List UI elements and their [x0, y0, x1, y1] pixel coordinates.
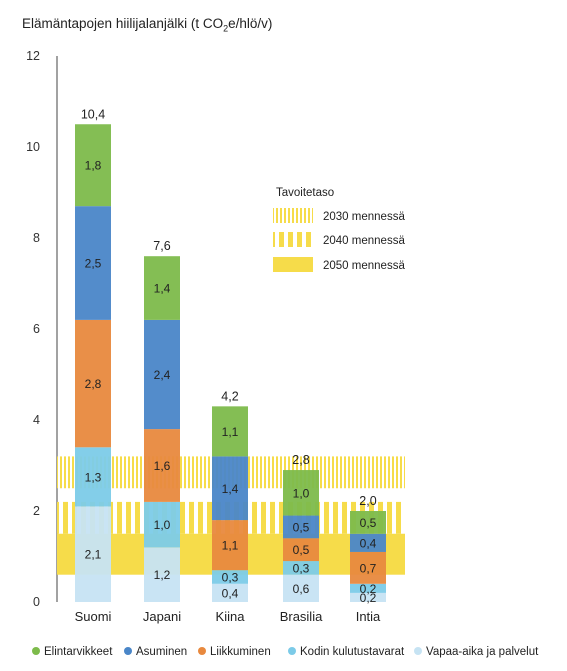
category-label: Intia — [356, 609, 381, 624]
legend-label: Asuminen — [136, 646, 187, 658]
target-legend-label: 2050 mennessä — [323, 260, 405, 272]
bar-segment-asuminen — [144, 319, 180, 430]
bar-segment-asuminen — [212, 456, 248, 521]
total-label: 2,0 — [359, 494, 376, 508]
data-label: 1,3 — [85, 470, 102, 484]
target-legend: Tavoitetaso 2030 mennessä 2040 mennessä 205… — [273, 187, 405, 272]
data-label: 0,7 — [360, 561, 377, 575]
y-tick-label: 8 — [33, 231, 40, 245]
series-legend: Elintarvikkeet Asuminen Liikkuminen Kodin k… — [32, 646, 539, 658]
data-label: 0,3 — [222, 570, 239, 584]
data-label: 1,8 — [85, 159, 102, 173]
bar-segment-liikkuminen — [212, 520, 248, 571]
target-legend-swatch-2050-mennessa — [273, 257, 313, 272]
bar-segment-liikkuminen — [350, 551, 386, 584]
total-label: 7,6 — [153, 239, 170, 253]
y-tick-label: 12 — [26, 49, 40, 63]
chart-title: Elämäntapojen hiilijalanjälki (t CO2e/hl… — [22, 16, 273, 34]
bar-segment-vapaa-aika-ja-palvelut — [283, 574, 319, 602]
data-label: 1,1 — [222, 539, 239, 553]
bar-segment-kodin-kulutustavarat — [212, 570, 248, 584]
total-label: 4,2 — [221, 389, 238, 403]
data-label: 2,4 — [154, 368, 171, 382]
bar-segment-elintarvikkeet — [283, 470, 319, 516]
bar-segment-vapaa-aika-ja-palvelut — [75, 506, 111, 602]
category-label: Kiina — [216, 609, 246, 624]
data-label: 1,2 — [154, 568, 171, 582]
legend-marker-vapaa-aika-ja-palvelut — [414, 647, 422, 655]
data-label: 1,4 — [154, 282, 171, 296]
data-label: 0,4 — [222, 586, 239, 600]
bar-segment-elintarvikkeet — [212, 406, 248, 457]
data-label: 1,4 — [222, 482, 239, 496]
bar-segment-kodin-kulutustavarat — [283, 561, 319, 575]
bar-segment-elintarvikkeet — [350, 511, 386, 534]
bar-segment-kodin-kulutustavarat — [350, 583, 386, 593]
data-label: 1,0 — [293, 486, 310, 500]
data-label: 1,0 — [154, 518, 171, 532]
bars: 2,1 1,3 2,8 2,5 1,8 10,4 Suomi 1,2 1,0 1,6 2,4 1,4 7… — [75, 107, 386, 624]
bar-segment-asuminen — [283, 515, 319, 539]
bar-segment-kodin-kulutustavarat — [144, 501, 180, 548]
category-label: Brasilia — [280, 609, 323, 624]
legend-marker-elintarvikkeet — [32, 647, 40, 655]
data-label: 0,5 — [360, 516, 377, 530]
bar-segment-vapaa-aika-ja-palvelut — [350, 592, 386, 602]
legend-marker-kodin-kulutustavarat — [288, 647, 296, 655]
bar-segment-elintarvikkeet — [144, 256, 180, 320]
bar-segment-vapaa-aika-ja-palvelut — [144, 547, 180, 602]
y-axis: 0 2 4 6 8 10 12 — [26, 49, 58, 609]
bar-segment-vapaa-aika-ja-palvelut — [212, 583, 248, 602]
legend-label: Vapaa-aika ja palvelut — [426, 646, 539, 658]
y-tick-label: 0 — [33, 595, 40, 609]
category-label: Japani — [143, 609, 181, 624]
legend-label: Elintarvikkeet — [44, 646, 113, 658]
bar-segment-liikkuminen — [75, 319, 111, 448]
data-label: 0,2 — [360, 591, 377, 605]
y-tick-label: 10 — [26, 140, 40, 154]
legend-label: Kodin kulutustavarat — [300, 646, 405, 658]
bar-segment-liikkuminen — [144, 429, 180, 502]
bar-segment-liikkuminen — [283, 538, 319, 562]
legend-marker-asuminen — [124, 647, 132, 655]
bar-segment-kodin-kulutustavarat — [75, 447, 111, 507]
bar-segment-elintarvikkeet — [75, 124, 111, 207]
data-label: 1,6 — [154, 459, 171, 473]
data-label: 1,1 — [222, 425, 239, 439]
category-label: Suomi — [75, 609, 112, 624]
data-label: 2,1 — [85, 548, 102, 562]
data-label: 0,2 — [360, 582, 377, 596]
target-legend-swatch-2040-mennessa — [273, 232, 313, 247]
total-label: 2,8 — [292, 453, 309, 467]
target-legend-title: Tavoitetaso — [276, 187, 334, 199]
data-label: 2,8 — [85, 377, 102, 391]
data-label: 0,4 — [360, 536, 377, 550]
target-legend-label: 2040 mennessä — [323, 235, 405, 247]
data-label: 0,5 — [293, 543, 310, 557]
bar-segment-asuminen — [350, 533, 386, 552]
legend-marker-liikkuminen — [198, 647, 206, 655]
data-label: 0,5 — [293, 520, 310, 534]
data-label: 0,3 — [293, 561, 310, 575]
data-label: 0,6 — [293, 582, 310, 596]
total-label: 10,4 — [81, 107, 105, 121]
legend-label: Liikkuminen — [210, 646, 271, 658]
y-tick-label: 6 — [33, 322, 40, 336]
target-legend-label: 2030 mennessä — [323, 211, 405, 223]
y-tick-label: 4 — [33, 413, 40, 427]
target-legend-swatch-2030-mennessa — [273, 208, 313, 223]
y-tick-label: 2 — [33, 504, 40, 518]
data-label: 2,5 — [85, 257, 102, 271]
bar-segment-asuminen — [75, 206, 111, 320]
